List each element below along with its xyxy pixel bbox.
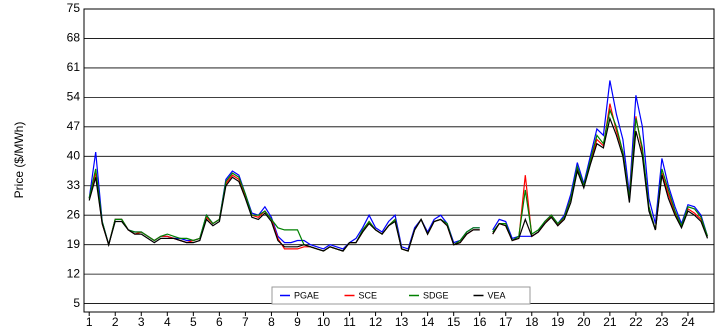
x-tick-label: 18 xyxy=(525,315,539,329)
y-tick-label: 26 xyxy=(67,207,81,221)
x-tick-label: 23 xyxy=(655,315,669,329)
y-tick-label: 40 xyxy=(67,148,81,162)
x-tick-label: 11 xyxy=(343,315,356,329)
legend-label: SCE xyxy=(359,290,378,300)
x-tick-label: 3 xyxy=(138,315,145,329)
y-tick-label: 33 xyxy=(67,178,81,192)
x-tick-label: 8 xyxy=(268,315,275,329)
x-tick-label: 10 xyxy=(317,315,331,329)
x-tick-label: 5 xyxy=(190,315,197,329)
legend-label: VEA xyxy=(488,290,506,300)
x-tick-label: 16 xyxy=(473,315,487,329)
y-tick-label: 5 xyxy=(73,296,80,310)
x-tick-label: 24 xyxy=(681,315,695,329)
x-tick-label: 9 xyxy=(294,315,301,329)
x-tick-label: 14 xyxy=(421,315,435,329)
x-tick-label: 4 xyxy=(164,315,171,329)
x-tick-label: 20 xyxy=(577,315,591,329)
x-tick-label: 6 xyxy=(216,315,223,329)
y-tick-label: 12 xyxy=(67,266,81,280)
legend-label: PGAE xyxy=(294,290,319,300)
x-tick-label: 1 xyxy=(86,315,93,329)
y-tick-label: 61 xyxy=(67,60,81,74)
y-tick-label: 19 xyxy=(67,237,81,251)
x-tick-label: 7 xyxy=(242,315,249,329)
series-line xyxy=(88,116,709,252)
x-tick-label: 2 xyxy=(112,315,119,329)
x-tick-label: 15 xyxy=(447,315,461,329)
x-tick-label: 19 xyxy=(551,315,565,329)
legend-box xyxy=(271,286,531,305)
legend: PGAE SCE SDGE VEA xyxy=(271,286,531,305)
x-tick-label: 13 xyxy=(395,315,409,329)
plot-frame xyxy=(83,8,715,313)
x-tick-label: 21 xyxy=(603,315,617,329)
y-tick-label: 68 xyxy=(67,31,81,45)
y-tick-label: 75 xyxy=(67,1,81,15)
x-tick-label: 12 xyxy=(369,315,383,329)
legend-label: SDGE xyxy=(423,290,449,300)
y-axis-label: Price ($/MWh) xyxy=(12,122,26,199)
x-tick-label: 17 xyxy=(499,315,513,329)
x-tick-label: 22 xyxy=(629,315,643,329)
y-tick-label: 47 xyxy=(67,119,81,133)
y-tick-label: 54 xyxy=(67,90,81,104)
